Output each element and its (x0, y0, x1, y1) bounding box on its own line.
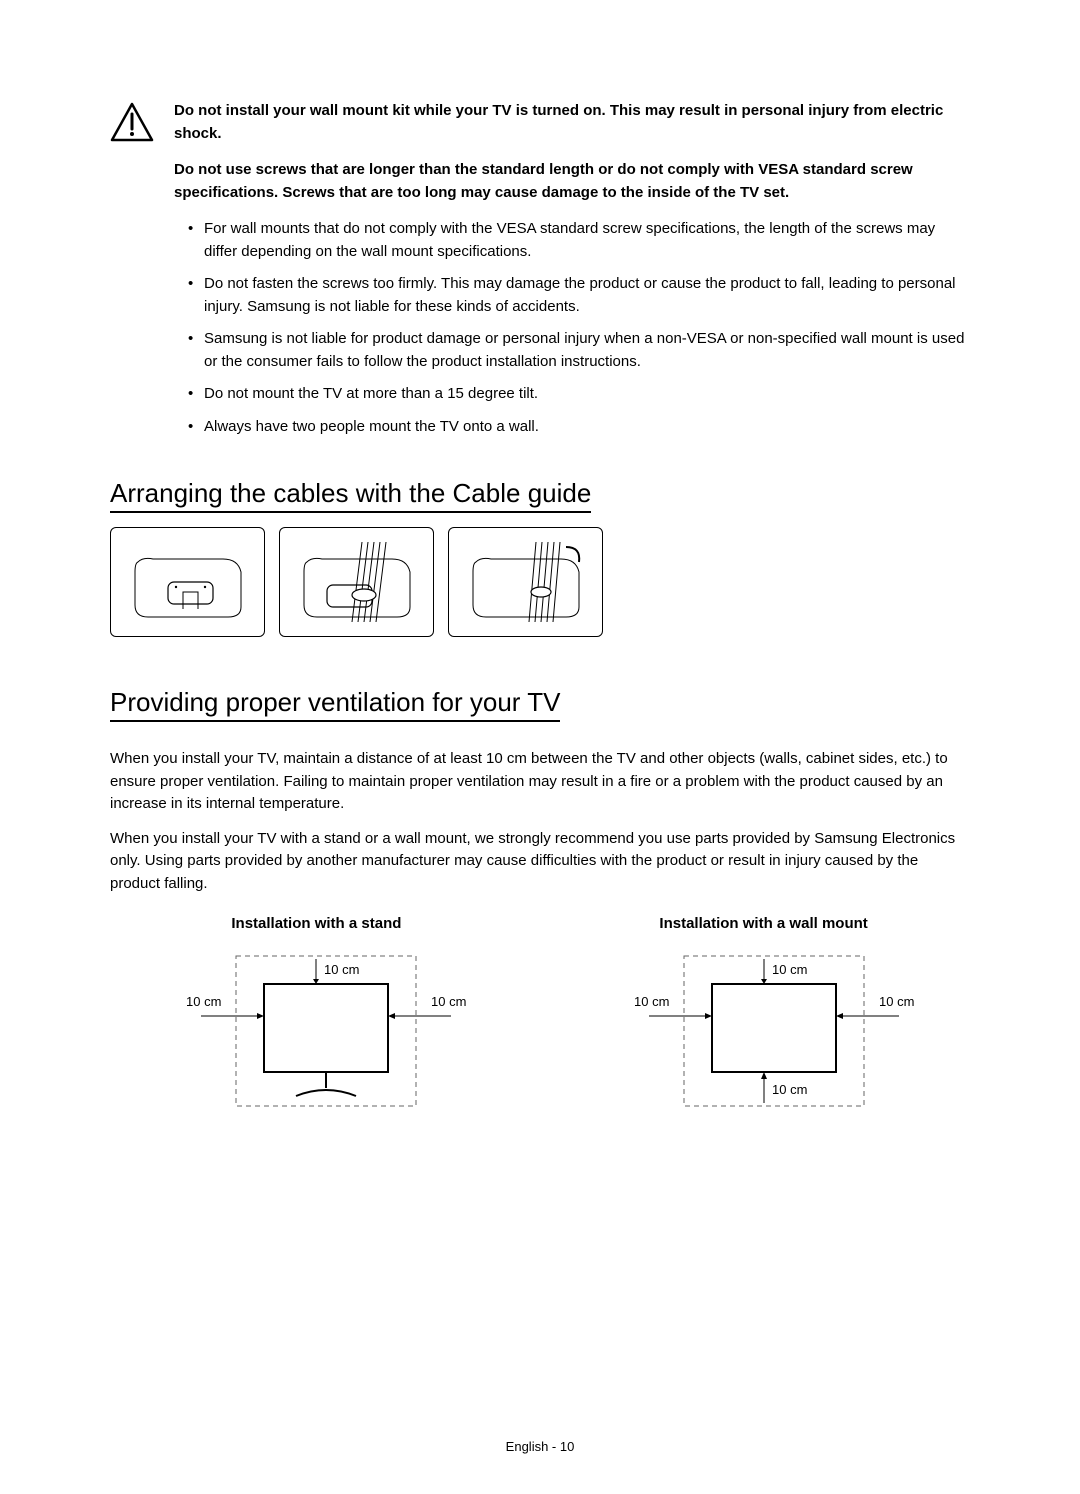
diagram-stand: Installation with a stand 10 cm 10 cm (110, 915, 523, 1121)
section-cable-guide: Arranging the cables with the Cable guid… (110, 478, 970, 637)
clearance-bottom: 10 cm (772, 1082, 807, 1097)
stand-svg: 10 cm 10 cm 10 cm (146, 946, 486, 1116)
warning-content: Do not install your wall mount kit while… (174, 100, 970, 448)
diagram-wall-title: Installation with a wall mount (557, 915, 970, 932)
clearance-left: 10 cm (186, 994, 221, 1009)
page-footer: English - 10 (0, 1439, 1080, 1454)
diagram-stand-title: Installation with a stand (110, 915, 523, 932)
section-heading-cables: Arranging the cables with the Cable guid… (110, 478, 591, 513)
cable-image-2 (279, 527, 434, 637)
section-heading-ventilation: Providing proper ventilation for your TV (110, 687, 560, 722)
diagram-wall: Installation with a wall mount 10 cm 10 … (557, 915, 970, 1121)
clearance-right: 10 cm (879, 994, 914, 1009)
bullet-item: For wall mounts that do not comply with … (188, 218, 970, 263)
cable-image-1 (110, 527, 265, 637)
ventilation-para-1: When you install your TV, maintain a dis… (110, 748, 970, 816)
warning-icon (110, 102, 154, 147)
ventilation-para-2: When you install your TV with a stand or… (110, 828, 970, 896)
warning-para-2: Do not use screws that are longer than t… (174, 159, 970, 204)
bullet-item: Do not mount the TV at more than a 15 de… (188, 383, 970, 406)
section-ventilation: Providing proper ventilation for your TV… (110, 687, 970, 1121)
warning-bullets: For wall mounts that do not comply with … (174, 218, 970, 438)
cable-guide-images (110, 527, 970, 637)
clearance-top: 10 cm (772, 962, 807, 977)
clearance-left: 10 cm (634, 994, 669, 1009)
bullet-item: Always have two people mount the TV onto… (188, 416, 970, 439)
ventilation-diagrams: Installation with a stand 10 cm 10 cm (110, 915, 970, 1121)
clearance-right: 10 cm (431, 994, 466, 1009)
bullet-item: Do not fasten the screws too firmly. Thi… (188, 273, 970, 318)
clearance-top: 10 cm (324, 962, 359, 977)
bullet-item: Samsung is not liable for product damage… (188, 328, 970, 373)
cable-image-3 (448, 527, 603, 637)
warning-para-1: Do not install your wall mount kit while… (174, 100, 970, 145)
warning-block: Do not install your wall mount kit while… (110, 100, 970, 448)
wall-svg: 10 cm 10 cm 10 cm 10 cm (594, 946, 934, 1116)
